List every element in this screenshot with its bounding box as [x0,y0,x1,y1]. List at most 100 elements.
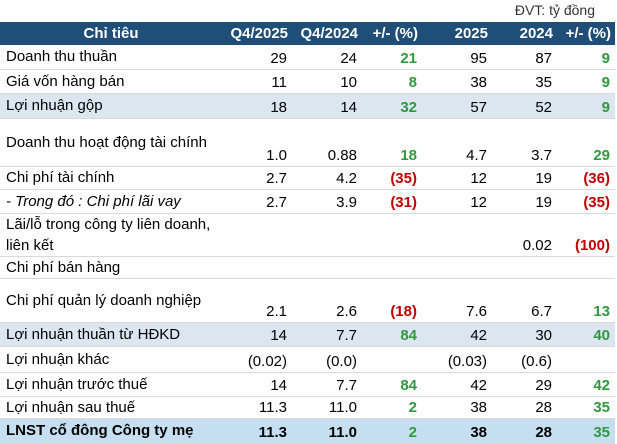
cell [422,256,492,279]
cell: 28 [492,396,557,419]
cell: 14 [292,93,362,119]
cell: 95 [422,45,492,70]
row-label: Lợi nhuận gộp [0,93,222,119]
cell [222,213,292,257]
cell: 0.88 [292,118,362,167]
cell: 18 [222,93,292,119]
row-label: Lợi nhuận khác [0,346,222,373]
cell: 18 [362,118,422,167]
row-label: Lãi/lỗ trong công ty liên doanh, liên kế… [0,213,222,257]
table-row: - Trong đó : Chi phí lãi vay 2.7 3.9 (31) 12… [0,189,615,214]
cell: 2.7 [222,166,292,190]
row-label: Giá vốn hàng bán [0,69,222,94]
table-row: Doanh thu hoạt động tài chính 1.0 0.88 18 4.… [0,118,615,167]
cell: 7.7 [292,372,362,397]
cell: 4.7 [422,118,492,167]
row-label: - Trong đó : Chi phí lãi vay [0,189,222,214]
cell: 35 [557,396,615,419]
cell: 30 [492,322,557,347]
cell: 11.3 [222,396,292,419]
cell [362,213,422,257]
cell: 3.7 [492,118,557,167]
cell: 10 [292,69,362,94]
cell: 87 [492,45,557,70]
cell: 11.0 [292,417,362,444]
cell: 29 [222,45,292,70]
table-row: Lợi nhuận thuần từ HĐKD 14 7.7 84 42 30 40 [0,322,615,347]
cell: 14 [222,322,292,347]
cell [557,346,615,373]
cell: 2.6 [292,278,362,323]
cell: 11.3 [222,417,292,444]
cell [492,256,557,279]
cell: 7.6 [422,278,492,323]
cell: 32 [362,93,422,119]
header-cell: Q4/2024 [292,22,362,45]
cell: 29 [492,372,557,397]
cell: 13 [557,278,615,323]
table-row: Chi phí bán hàng [0,256,615,279]
cell: 0.02 [492,213,557,257]
cell [292,256,362,279]
cell [362,346,422,373]
cell: 9 [557,93,615,119]
cell: 11.0 [292,396,362,419]
cell: 24 [292,45,362,70]
cell: 84 [362,322,422,347]
row-label: Doanh thu hoạt động tài chính [0,118,222,167]
table-row: Giá vốn hàng bán 11 10 8 38 35 9 [0,69,615,94]
table-row: LNST cổ đông Công ty mẹ 11.3 11.0 2 38 28 35 [0,417,615,444]
row-label: Chi phí bán hàng [0,256,222,279]
row-label: Lợi nhuận trước thuế [0,372,222,397]
cell: 2 [362,417,422,444]
cell: (0.0) [292,346,362,373]
cell: 40 [557,322,615,347]
cell: (100) [557,213,615,257]
financial-table: Chỉ tiêu Q4/2025 Q4/2024 +/- (%) 2025 2024 +/-… [0,22,615,444]
cell: 8 [362,69,422,94]
cell: 11 [222,69,292,94]
cell: 3.9 [292,189,362,214]
cell: 57 [422,93,492,119]
cell [557,256,615,279]
table-row: Chi phí quản lý doanh nghiệp 2.1 2.6 (18) 7.… [0,278,615,323]
header-cell: +/- (%) [362,22,422,45]
cell [422,213,492,257]
cell: 14 [222,372,292,397]
cell: 4.2 [292,166,362,190]
cell: (35) [362,166,422,190]
header-cell: Chỉ tiêu [0,22,222,45]
table-row: Chi phí tài chính 2.7 4.2 (35) 12 19 (36) [0,166,615,190]
cell: 2.1 [222,278,292,323]
cell: (31) [362,189,422,214]
cell: 84 [362,372,422,397]
cell: 52 [492,93,557,119]
cell: 9 [557,69,615,94]
row-label: Chi phí quản lý doanh nghiệp [0,278,222,323]
cell: (0.6) [492,346,557,373]
cell: 38 [422,69,492,94]
cell: (36) [557,166,615,190]
table-row: Lợi nhuận khác (0.02) (0.0) (0.03) (0.6) [0,346,615,373]
cell: 38 [422,396,492,419]
cell: (18) [362,278,422,323]
cell: 19 [492,166,557,190]
cell: (0.03) [422,346,492,373]
cell: 2 [362,396,422,419]
row-label: Lợi nhuận sau thuế [0,396,222,419]
table-row: Lãi/lỗ trong công ty liên doanh, liên kế… [0,213,615,257]
cell: 35 [492,69,557,94]
cell [362,256,422,279]
cell: (35) [557,189,615,214]
cell: 2.7 [222,189,292,214]
cell: 28 [492,417,557,444]
cell [292,213,362,257]
cell [222,256,292,279]
row-label: Lợi nhuận thuần từ HĐKD [0,322,222,347]
cell: 38 [422,417,492,444]
row-label: LNST cổ đông Công ty mẹ [0,417,222,444]
cell: 12 [422,166,492,190]
row-label: Chi phí tài chính [0,166,222,190]
table-row: Lợi nhuận gộp 18 14 32 57 52 9 [0,93,615,119]
